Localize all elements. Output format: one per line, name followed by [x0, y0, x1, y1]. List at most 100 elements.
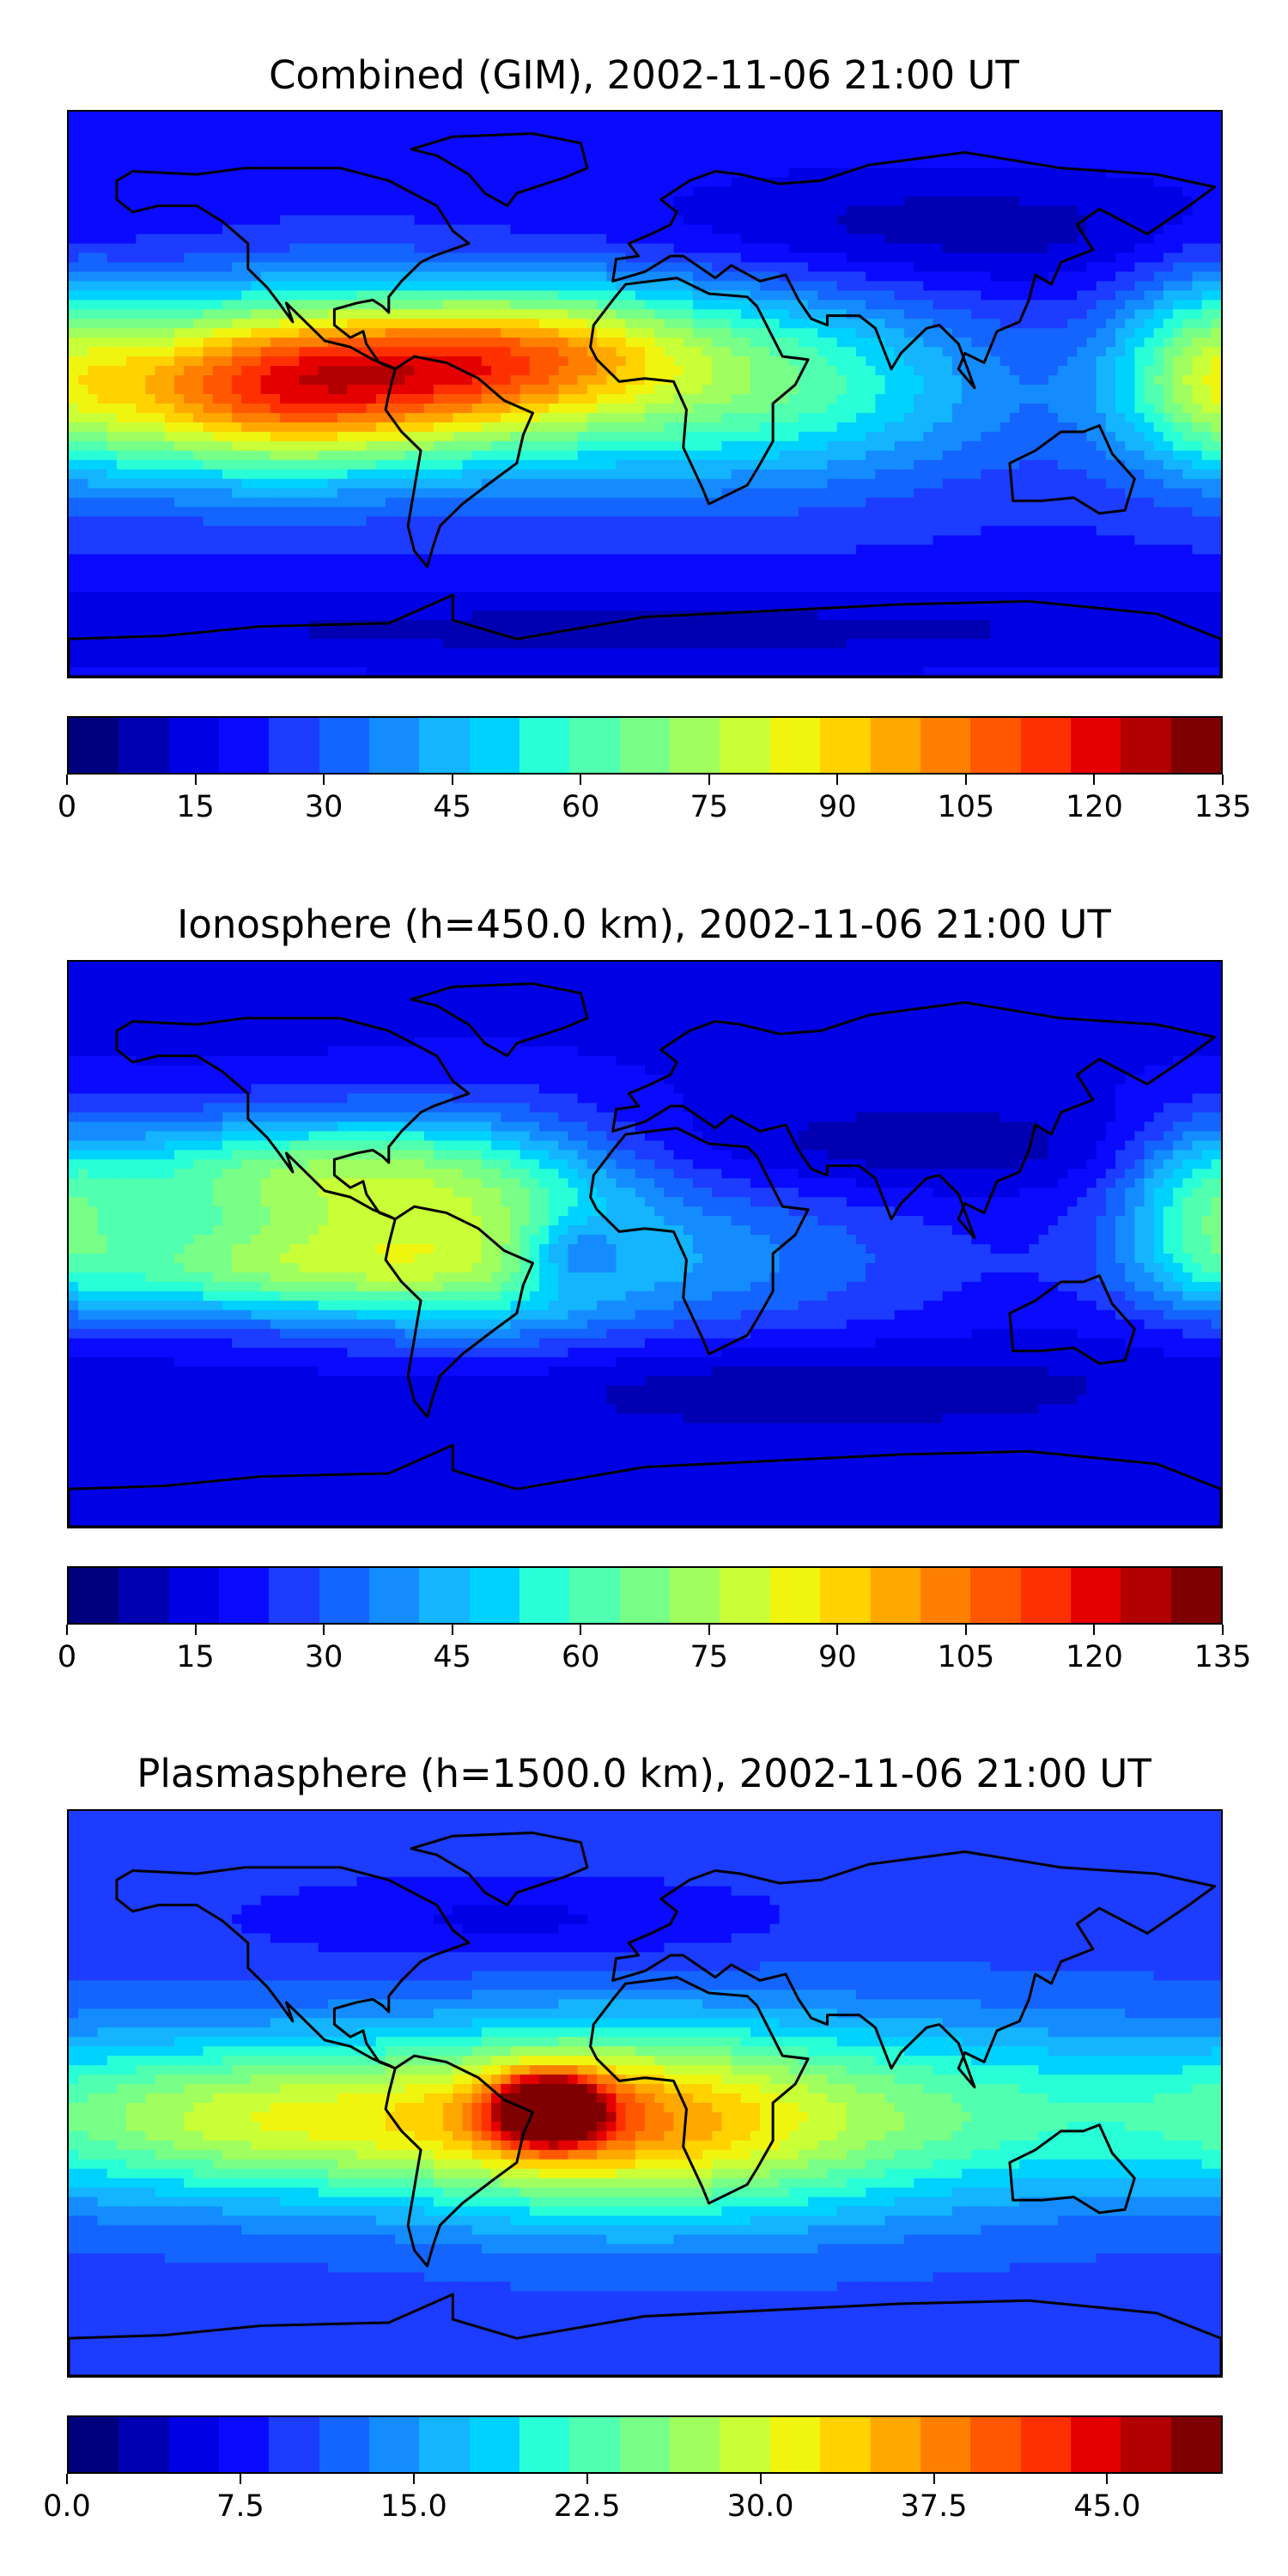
field-cell — [1067, 290, 1078, 301]
field-cell — [174, 262, 185, 273]
field-cell — [106, 385, 118, 395]
field-cell — [203, 130, 214, 141]
field-cell — [1134, 271, 1145, 282]
field-cell — [299, 130, 310, 141]
field-cell — [1096, 130, 1107, 141]
field-cell — [1096, 139, 1107, 150]
field-cell — [750, 309, 761, 319]
field-cell — [577, 347, 588, 357]
field-cell — [654, 290, 665, 301]
field-cell — [1201, 440, 1212, 452]
field-cell — [951, 205, 963, 216]
field-cell — [721, 440, 732, 452]
field-cell — [577, 158, 588, 169]
field-cell — [798, 356, 809, 367]
field-cell — [827, 488, 838, 499]
field-cell — [222, 412, 233, 423]
field-cell — [1144, 488, 1155, 499]
field-cell — [414, 167, 425, 179]
field-cell — [529, 234, 540, 245]
field-cell — [1057, 422, 1068, 433]
field-cell — [568, 356, 579, 367]
field-cell — [395, 497, 406, 508]
field-cell — [1096, 356, 1107, 367]
field-cell — [817, 112, 829, 122]
field-cell — [1096, 347, 1107, 357]
field-cell — [280, 252, 290, 264]
field-cell — [1173, 300, 1183, 310]
field-cell — [1105, 309, 1116, 319]
field-cell — [260, 319, 271, 329]
field-cell — [299, 252, 310, 264]
field-cell — [1153, 196, 1164, 207]
field-cell — [433, 252, 444, 264]
field-cell — [846, 412, 857, 423]
field-cell — [1009, 488, 1020, 499]
field-cell — [750, 403, 761, 414]
field-cell — [145, 234, 156, 245]
field-cell — [827, 366, 838, 376]
field-cell — [270, 366, 281, 376]
field-cell — [443, 120, 453, 131]
field-cell — [280, 120, 290, 131]
field-cell — [1173, 177, 1183, 188]
field-cell — [136, 431, 147, 442]
field-cell — [798, 497, 809, 508]
field-cell — [702, 112, 713, 122]
field-cell — [827, 281, 838, 291]
field-cell — [933, 431, 944, 442]
field-cell — [481, 215, 492, 226]
field-cell — [645, 347, 655, 357]
field-cell — [827, 234, 838, 245]
field-cell — [375, 281, 386, 291]
field-cell — [951, 139, 963, 150]
field-cell — [136, 440, 147, 452]
field-cell — [721, 412, 732, 423]
field-cell — [69, 130, 79, 141]
field-cell — [69, 252, 79, 264]
field-cell — [616, 243, 627, 254]
field-cell — [155, 347, 166, 357]
field-cell — [951, 403, 963, 414]
field-cell — [1029, 130, 1040, 141]
field-cell — [721, 469, 732, 480]
field-cell — [193, 394, 204, 404]
field-cell — [318, 149, 329, 160]
field-cell — [1067, 450, 1078, 461]
field-cell — [1192, 290, 1203, 301]
field-cell — [798, 281, 809, 291]
field-cell — [433, 130, 444, 141]
field-cell — [817, 356, 829, 367]
field-cell — [443, 224, 453, 235]
field-cell — [1182, 300, 1194, 310]
field-cell — [443, 337, 453, 348]
field-cell — [1201, 149, 1212, 160]
field-cell — [126, 243, 137, 254]
field-cell — [1105, 469, 1116, 480]
field-cell — [875, 385, 886, 395]
field-cell — [337, 450, 348, 461]
field-cell — [1048, 215, 1059, 226]
field-cell — [923, 215, 934, 226]
field-cell — [260, 337, 271, 348]
field-cell — [222, 196, 233, 207]
field-cell — [251, 262, 262, 273]
field-cell — [308, 347, 319, 357]
field-cell — [808, 469, 818, 480]
field-cell — [1096, 375, 1107, 386]
field-cell — [366, 205, 377, 216]
field-cell — [366, 337, 377, 348]
field-cell — [1029, 177, 1040, 188]
field-cell — [318, 139, 329, 150]
field-cell — [866, 450, 876, 461]
field-cell — [1077, 167, 1088, 179]
field-cell — [606, 300, 617, 310]
field-cell — [712, 356, 723, 367]
field-cell — [866, 431, 876, 442]
field-cell — [1173, 440, 1183, 452]
field-cell — [1211, 375, 1221, 386]
field-cell — [414, 252, 425, 264]
field-cell — [884, 431, 896, 442]
field-cell — [798, 309, 809, 319]
field-cell — [1029, 309, 1040, 319]
